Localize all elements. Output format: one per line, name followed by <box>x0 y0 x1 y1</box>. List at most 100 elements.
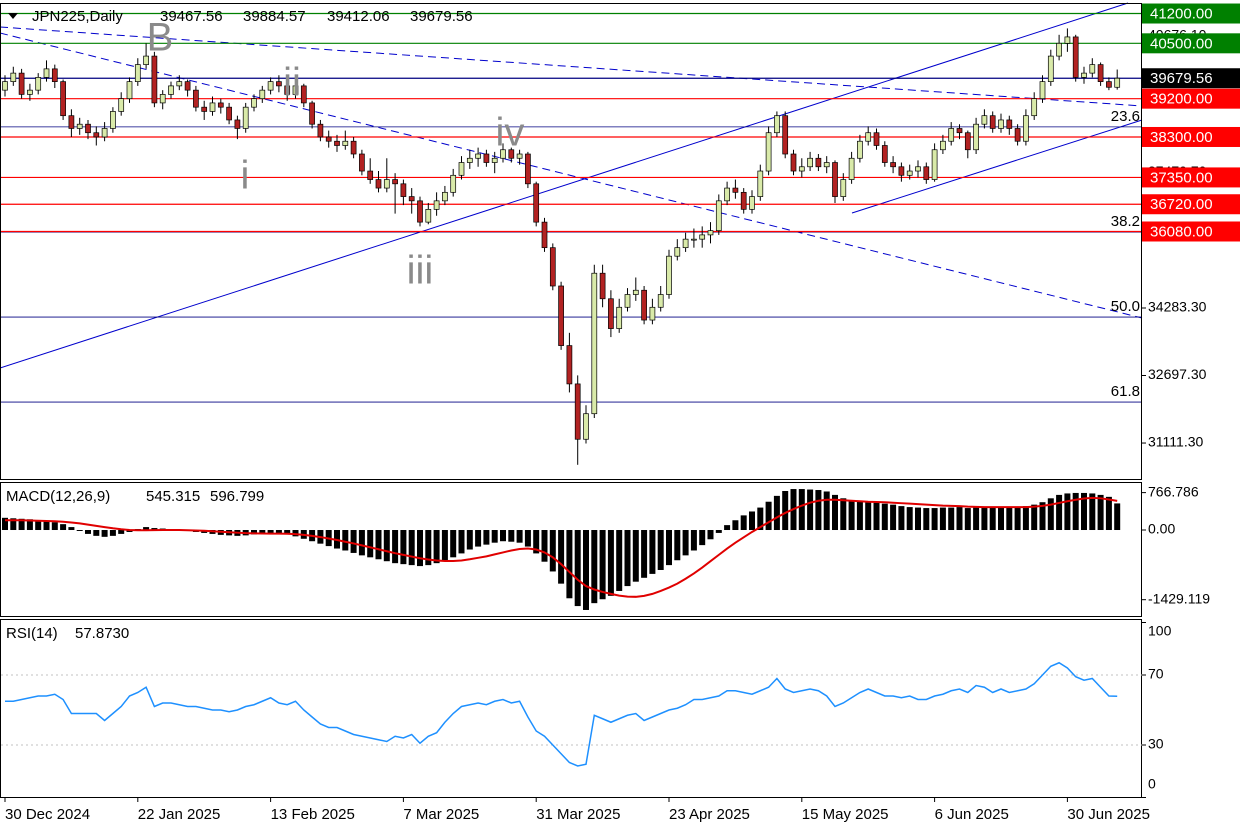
price-box <box>1142 167 1240 188</box>
candle-body <box>242 106 249 129</box>
macd-bar <box>873 502 880 531</box>
macd-bar <box>1039 502 1046 531</box>
candle-body <box>2 81 8 91</box>
candle-body <box>367 170 374 180</box>
price-box <box>1142 221 1240 242</box>
candle-body <box>176 81 183 87</box>
x-tick-label: 6 Jun 2025 <box>935 806 1009 823</box>
candle-body <box>350 140 357 155</box>
candle-body <box>359 153 365 172</box>
macd-bar <box>624 530 631 587</box>
macd-bar <box>68 527 75 531</box>
macd-bar <box>682 530 689 556</box>
macd-bar <box>1031 504 1038 531</box>
x-tick-label: 30 Jun 2025 <box>1067 806 1150 823</box>
open-value: 39467.56 <box>160 8 223 25</box>
candle-body <box>624 294 631 308</box>
price-label: 36720.00 <box>1150 196 1213 213</box>
candle-body <box>989 115 996 129</box>
price-box <box>1142 68 1240 89</box>
wave-label: iv <box>496 111 525 155</box>
macd-bar <box>1089 493 1096 531</box>
macd-bar <box>574 530 581 607</box>
candle-body <box>143 55 149 65</box>
price-label: 39200.00 <box>1150 91 1213 108</box>
candle-body <box>209 102 216 112</box>
macd-value: 545.315 <box>146 488 200 505</box>
dashed-line <box>0 26 1143 107</box>
candle-body <box>541 221 548 249</box>
candle-body <box>790 153 797 172</box>
y-tick-label: -1429.119 <box>1148 590 1210 606</box>
macd-bar <box>906 507 913 531</box>
candle-body <box>168 85 174 95</box>
macd-bar <box>76 530 83 531</box>
candle-body <box>840 179 847 197</box>
wave-label: B <box>147 16 174 60</box>
macd-bar <box>35 520 42 531</box>
trend-line <box>851 119 1143 214</box>
macd-bar <box>782 490 789 531</box>
price-label: 39679.56 <box>1150 70 1213 87</box>
candle-body <box>408 196 415 202</box>
candle-body <box>1031 98 1038 117</box>
macd-bar <box>500 530 506 542</box>
macd-bar <box>591 530 598 604</box>
macd-bar <box>1056 494 1063 531</box>
price-label: 37350.00 <box>1150 169 1213 186</box>
macd-bar <box>367 530 374 558</box>
wave-label: ii <box>283 61 301 105</box>
candle-body <box>267 81 274 91</box>
candle-body <box>18 72 25 95</box>
y-tick-label: 32697.30 <box>1148 366 1207 382</box>
macd-bar <box>400 530 407 565</box>
macd-bar <box>408 530 415 566</box>
macd-bar <box>375 530 382 560</box>
candle-body <box>566 345 573 385</box>
macd-bar <box>815 490 822 531</box>
macd-bar <box>865 502 872 531</box>
candle-body <box>981 115 988 125</box>
candle-body <box>558 285 564 346</box>
macd-bar <box>483 530 490 545</box>
candle-body <box>475 153 481 159</box>
candle-body <box>284 85 291 95</box>
candle-body <box>749 196 755 210</box>
macd-bar <box>18 518 25 531</box>
y-tick-label: 30 <box>1148 736 1164 752</box>
candle-body <box>201 106 208 112</box>
candle-body <box>1014 128 1021 142</box>
candle-body <box>931 149 938 180</box>
candle-body <box>417 200 423 223</box>
x-tick-label: 23 Apr 2025 <box>669 806 750 823</box>
candle-body <box>691 238 697 241</box>
candle-body <box>76 123 83 129</box>
macd-bar <box>666 530 672 566</box>
candle-body <box>226 106 232 121</box>
candle-body <box>118 98 125 112</box>
macd-bar <box>1081 492 1087 531</box>
candle-body <box>126 81 133 100</box>
wave-label: i <box>241 154 250 198</box>
x-tick-label: 30 Dec 2024 <box>5 806 90 823</box>
candle-body <box>292 85 299 95</box>
candle-body <box>782 115 789 155</box>
macd-bar <box>60 524 67 531</box>
macd-bar <box>881 503 888 531</box>
candle-body <box>956 128 963 134</box>
macd-bar <box>607 530 614 596</box>
candle-body <box>1081 72 1087 78</box>
macd-bar <box>533 530 540 554</box>
macd-bar <box>732 520 739 531</box>
candle-body <box>375 179 382 189</box>
candle-body <box>798 166 805 172</box>
main-frame <box>0 3 1142 480</box>
signal-line <box>5 496 1118 598</box>
macd-bar <box>475 530 482 547</box>
candle-body <box>1106 81 1112 88</box>
macd-title: MACD(12,26,9) <box>6 488 110 505</box>
macd-bar <box>425 530 432 566</box>
x-tick-label: 7 Mar 2025 <box>403 806 479 823</box>
macd-bar <box>275 530 282 534</box>
